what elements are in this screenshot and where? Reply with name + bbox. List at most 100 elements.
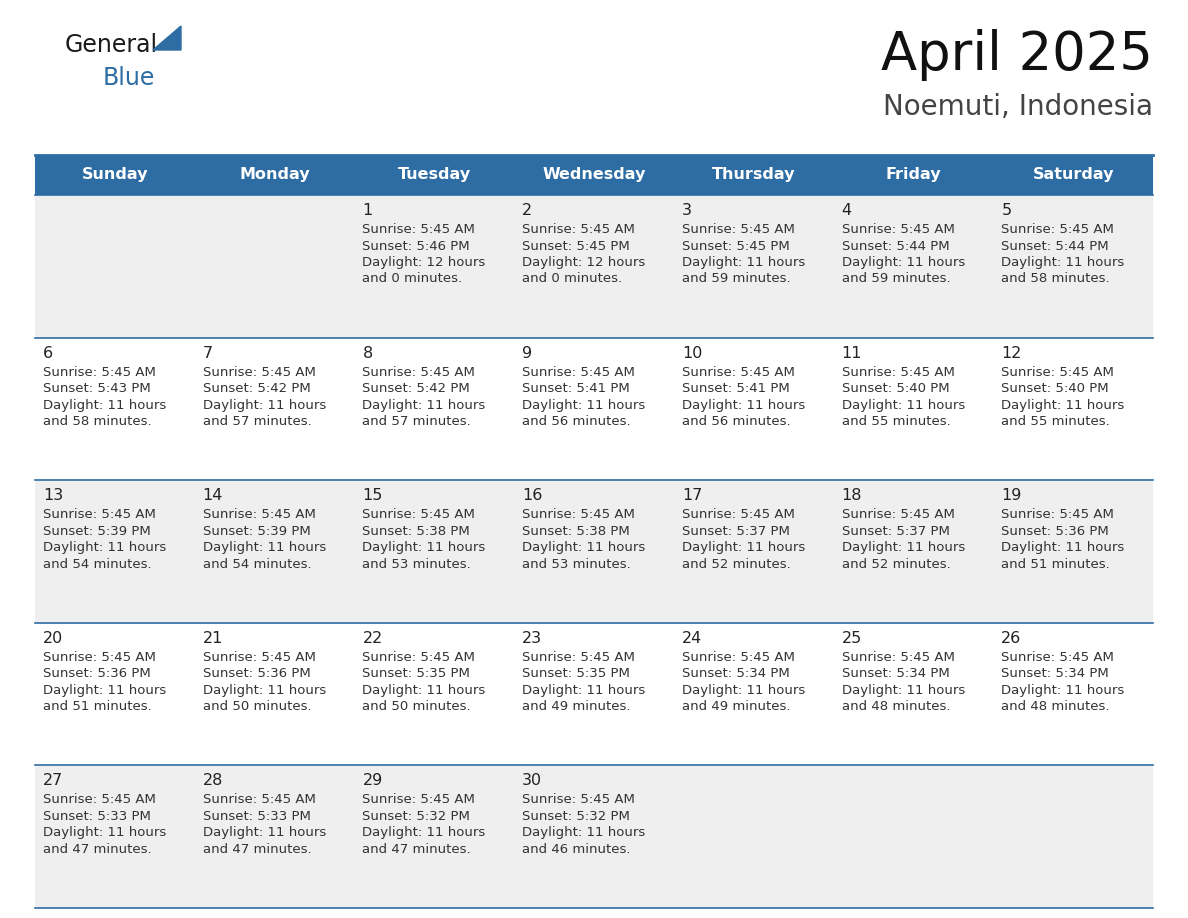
Text: Sunset: 5:33 PM: Sunset: 5:33 PM	[43, 810, 151, 823]
Text: Daylight: 11 hours: Daylight: 11 hours	[1001, 542, 1125, 554]
Text: 16: 16	[523, 488, 543, 503]
Text: Sunrise: 5:45 AM: Sunrise: 5:45 AM	[523, 365, 636, 378]
Text: Sunrise: 5:45 AM: Sunrise: 5:45 AM	[362, 793, 475, 806]
Text: Daylight: 11 hours: Daylight: 11 hours	[682, 256, 805, 269]
Text: Daylight: 11 hours: Daylight: 11 hours	[682, 542, 805, 554]
Text: Sunset: 5:38 PM: Sunset: 5:38 PM	[523, 525, 630, 538]
Text: Sunset: 5:39 PM: Sunset: 5:39 PM	[43, 525, 151, 538]
Text: Daylight: 11 hours: Daylight: 11 hours	[841, 684, 965, 697]
Bar	[993, 480, 1154, 622]
Text: 12: 12	[1001, 345, 1022, 361]
Text: Daylight: 11 hours: Daylight: 11 hours	[1001, 398, 1125, 411]
Text: Daylight: 11 hours: Daylight: 11 hours	[1001, 684, 1125, 697]
Bar	[354, 338, 514, 480]
Bar	[514, 155, 674, 195]
Text: Monday: Monday	[239, 167, 310, 183]
Text: Sunrise: 5:45 AM: Sunrise: 5:45 AM	[841, 365, 954, 378]
Text: Sunrise: 5:45 AM: Sunrise: 5:45 AM	[203, 365, 316, 378]
Text: and 54 minutes.: and 54 minutes.	[43, 558, 152, 571]
Bar	[195, 480, 354, 622]
Text: Sunset: 5:35 PM: Sunset: 5:35 PM	[523, 667, 630, 680]
Bar	[354, 480, 514, 622]
Text: and 52 minutes.: and 52 minutes.	[841, 558, 950, 571]
Text: 11: 11	[841, 345, 862, 361]
Text: and 53 minutes.: and 53 minutes.	[362, 558, 472, 571]
Text: Daylight: 11 hours: Daylight: 11 hours	[841, 398, 965, 411]
Text: Sunset: 5:45 PM: Sunset: 5:45 PM	[682, 240, 790, 252]
Text: 17: 17	[682, 488, 702, 503]
Bar	[674, 766, 834, 908]
Text: Sunset: 5:43 PM: Sunset: 5:43 PM	[43, 382, 151, 395]
Text: Sunrise: 5:45 AM: Sunrise: 5:45 AM	[1001, 651, 1114, 664]
Text: 29: 29	[362, 773, 383, 789]
Text: and 54 minutes.: and 54 minutes.	[203, 558, 311, 571]
Bar	[834, 338, 993, 480]
Text: Sunset: 5:35 PM: Sunset: 5:35 PM	[362, 667, 470, 680]
Text: and 0 minutes.: and 0 minutes.	[523, 273, 623, 285]
Text: Sunset: 5:40 PM: Sunset: 5:40 PM	[841, 382, 949, 395]
Text: Sunset: 5:41 PM: Sunset: 5:41 PM	[523, 382, 630, 395]
Text: 27: 27	[43, 773, 63, 789]
Bar	[514, 766, 674, 908]
Text: and 58 minutes.: and 58 minutes.	[1001, 273, 1110, 285]
Text: and 0 minutes.: and 0 minutes.	[362, 273, 462, 285]
Text: Daylight: 11 hours: Daylight: 11 hours	[523, 684, 645, 697]
Text: Sunrise: 5:45 AM: Sunrise: 5:45 AM	[682, 223, 795, 236]
Text: Daylight: 12 hours: Daylight: 12 hours	[523, 256, 645, 269]
Text: Daylight: 11 hours: Daylight: 11 hours	[523, 542, 645, 554]
Text: Sunrise: 5:45 AM: Sunrise: 5:45 AM	[362, 651, 475, 664]
Text: Sunset: 5:41 PM: Sunset: 5:41 PM	[682, 382, 790, 395]
Text: 9: 9	[523, 345, 532, 361]
Text: Sunrise: 5:45 AM: Sunrise: 5:45 AM	[203, 793, 316, 806]
Bar	[354, 195, 514, 338]
Text: Daylight: 11 hours: Daylight: 11 hours	[43, 398, 166, 411]
Bar	[195, 622, 354, 766]
Text: Sunset: 5:37 PM: Sunset: 5:37 PM	[841, 525, 949, 538]
Text: and 47 minutes.: and 47 minutes.	[203, 843, 311, 856]
Text: Sunset: 5:45 PM: Sunset: 5:45 PM	[523, 240, 630, 252]
Text: Daylight: 11 hours: Daylight: 11 hours	[43, 684, 166, 697]
Text: 25: 25	[841, 631, 861, 645]
Text: Sunrise: 5:45 AM: Sunrise: 5:45 AM	[362, 509, 475, 521]
Text: Sunrise: 5:45 AM: Sunrise: 5:45 AM	[43, 651, 156, 664]
Bar	[34, 480, 195, 622]
Text: 2: 2	[523, 203, 532, 218]
Text: 23: 23	[523, 631, 542, 645]
Bar	[514, 195, 674, 338]
Text: 5: 5	[1001, 203, 1011, 218]
Text: Daylight: 11 hours: Daylight: 11 hours	[362, 398, 486, 411]
Bar	[674, 155, 834, 195]
Bar	[834, 195, 993, 338]
Text: Daylight: 11 hours: Daylight: 11 hours	[362, 684, 486, 697]
Text: Sunrise: 5:45 AM: Sunrise: 5:45 AM	[682, 509, 795, 521]
Text: and 51 minutes.: and 51 minutes.	[43, 700, 152, 713]
Text: and 49 minutes.: and 49 minutes.	[523, 700, 631, 713]
Bar	[674, 480, 834, 622]
Text: and 55 minutes.: and 55 minutes.	[841, 415, 950, 428]
Text: Friday: Friday	[885, 167, 941, 183]
Text: 13: 13	[43, 488, 63, 503]
Bar	[195, 338, 354, 480]
Text: Sunrise: 5:45 AM: Sunrise: 5:45 AM	[682, 365, 795, 378]
Bar	[195, 766, 354, 908]
Text: Wednesday: Wednesday	[542, 167, 646, 183]
Text: 7: 7	[203, 345, 213, 361]
Bar	[993, 622, 1154, 766]
Text: Blue: Blue	[103, 66, 156, 90]
Text: and 57 minutes.: and 57 minutes.	[203, 415, 311, 428]
Text: Sunrise: 5:45 AM: Sunrise: 5:45 AM	[841, 651, 954, 664]
Bar	[514, 338, 674, 480]
Text: Sunrise: 5:45 AM: Sunrise: 5:45 AM	[841, 509, 954, 521]
Text: Sunset: 5:44 PM: Sunset: 5:44 PM	[1001, 240, 1108, 252]
Text: Sunset: 5:36 PM: Sunset: 5:36 PM	[203, 667, 310, 680]
Text: 14: 14	[203, 488, 223, 503]
Text: Sunrise: 5:45 AM: Sunrise: 5:45 AM	[1001, 223, 1114, 236]
Text: 19: 19	[1001, 488, 1022, 503]
Text: 15: 15	[362, 488, 383, 503]
Text: 21: 21	[203, 631, 223, 645]
Text: Sunrise: 5:45 AM: Sunrise: 5:45 AM	[841, 223, 954, 236]
Text: Sunrise: 5:45 AM: Sunrise: 5:45 AM	[523, 509, 636, 521]
Text: 8: 8	[362, 345, 373, 361]
Text: Daylight: 11 hours: Daylight: 11 hours	[1001, 256, 1125, 269]
Text: Sunrise: 5:45 AM: Sunrise: 5:45 AM	[523, 651, 636, 664]
